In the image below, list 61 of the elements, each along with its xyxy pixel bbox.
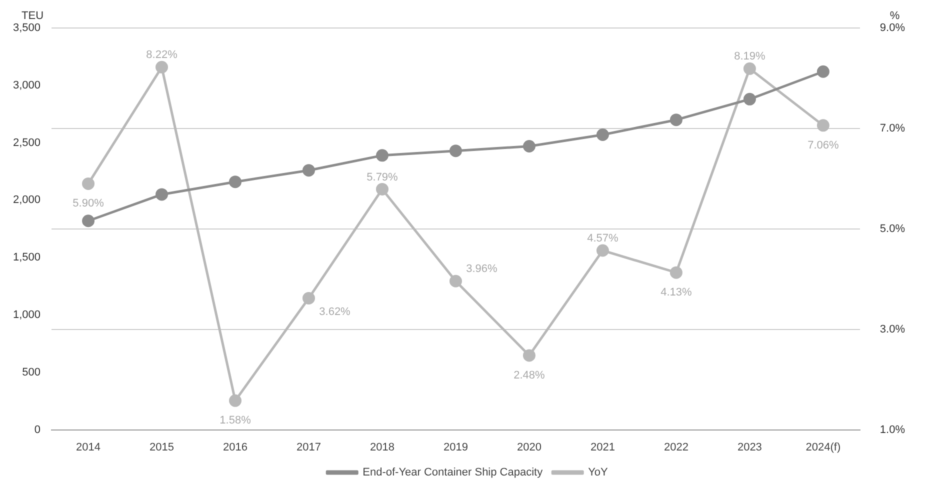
data-label: 8.19%: [734, 50, 766, 63]
y-tick-label: 3,000: [12, 79, 41, 92]
data-label: 3.62%: [319, 306, 351, 318]
data-label: 5.90%: [72, 198, 104, 210]
point: [816, 119, 830, 132]
x-tick-label: 2016: [223, 441, 248, 454]
legend-label: End-of-Year Container Ship Capacity: [362, 466, 544, 479]
point: [302, 292, 315, 304]
data-label: 7.06%: [808, 139, 839, 152]
point: [743, 62, 756, 75]
point: [670, 266, 682, 279]
point: [229, 394, 242, 407]
y-axis-title: TEU: [22, 10, 44, 22]
data-label: 8.22%: [146, 49, 178, 62]
point: [743, 92, 756, 106]
data-label: 3.96%: [466, 263, 498, 276]
point: [156, 60, 168, 74]
point: [596, 128, 609, 142]
y-tick-label: 1,500: [12, 252, 41, 264]
y2-tick-label: 5.0%: [880, 222, 906, 235]
x-tick-label: 2014: [76, 441, 101, 454]
point: [670, 114, 682, 126]
y2-tick-label: 3.0%: [880, 323, 906, 336]
point: [522, 349, 536, 362]
y2-axis-title: %: [890, 10, 900, 22]
x-tick-label: 2015: [150, 441, 174, 454]
point: [816, 65, 830, 78]
y2-tick-label: 9.0%: [880, 22, 906, 34]
x-tick-label: 2017: [296, 441, 321, 454]
point: [522, 140, 536, 152]
data-label: 4.13%: [660, 286, 692, 299]
y2-tick-label: 1.0%: [880, 424, 906, 436]
point: [376, 182, 388, 196]
point: [302, 164, 315, 177]
point: [229, 176, 242, 188]
point: [596, 244, 609, 257]
y-tick-label: 500: [22, 366, 41, 378]
point: [156, 188, 168, 201]
x-tick-label: 2019: [443, 441, 468, 454]
x-tick-label: 2018: [370, 441, 394, 454]
x-tick-label: 2024(f): [806, 441, 841, 454]
x-tick-label: 2022: [664, 441, 688, 454]
point: [449, 274, 462, 288]
x-tick-label: 2021: [590, 441, 615, 454]
point: [82, 177, 95, 190]
point: [82, 214, 95, 228]
y-tick-label: 3,500: [12, 22, 41, 34]
data-label: 1.58%: [220, 414, 252, 427]
y-tick-label: 2,500: [12, 136, 41, 149]
point: [449, 144, 462, 158]
x-tick-label: 2023: [737, 441, 762, 454]
y2-tick-label: 7.0%: [880, 122, 906, 134]
data-label: 4.57%: [587, 232, 619, 245]
y-tick-label: 2,000: [12, 194, 41, 206]
y-tick-label: 0: [34, 424, 41, 436]
point: [376, 149, 388, 162]
x-tick-label: 2020: [516, 441, 542, 454]
legend-label: YoY: [588, 466, 609, 479]
y-tick-label: 1,000: [12, 309, 41, 322]
data-label: 5.79%: [366, 171, 398, 184]
data-label: 2.48%: [514, 370, 546, 382]
